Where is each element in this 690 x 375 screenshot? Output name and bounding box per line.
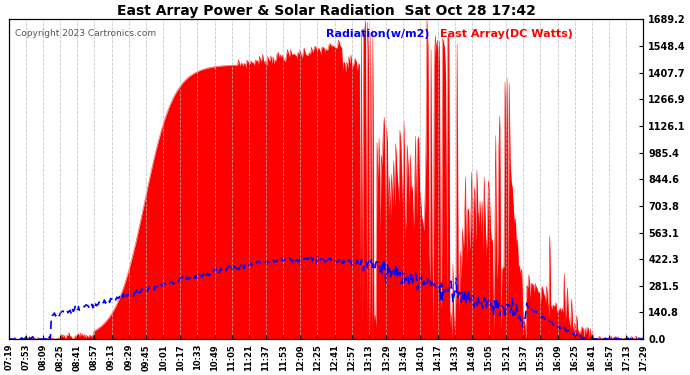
Text: Radiation(w/m2): Radiation(w/m2) (326, 29, 429, 39)
Text: Copyright 2023 Cartronics.com: Copyright 2023 Cartronics.com (15, 29, 156, 38)
Title: East Array Power & Solar Radiation  Sat Oct 28 17:42: East Array Power & Solar Radiation Sat O… (117, 4, 535, 18)
Text: East Array(DC Watts): East Array(DC Watts) (440, 29, 573, 39)
